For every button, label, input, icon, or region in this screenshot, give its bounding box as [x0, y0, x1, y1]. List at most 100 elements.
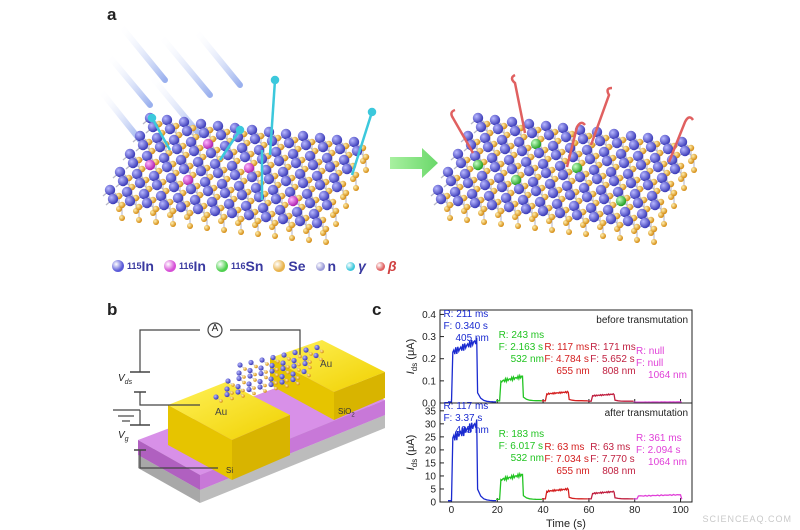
rise-time-label: R: 211 ms — [443, 309, 488, 320]
rise-time-label: R: 243 ms — [499, 330, 545, 341]
transmutation-arrow — [390, 148, 438, 178]
ammeter-label: A — [211, 323, 219, 334]
wavelength-label: 808 nm — [602, 366, 635, 377]
device-schematic — [113, 322, 385, 503]
lattice-left — [102, 112, 370, 245]
fall-time-label: F: 7.770 s — [590, 454, 634, 465]
x-tick-label: 100 — [672, 505, 689, 516]
legend-item: β — [375, 258, 397, 274]
panel-label-a: a — [107, 5, 117, 24]
device-lattice — [213, 344, 324, 403]
wavelength-label: 405 nm — [455, 333, 488, 344]
wavelength-label: 655 nm — [556, 466, 589, 477]
legend-swatch — [375, 261, 385, 271]
panel-label-c: c — [372, 300, 382, 319]
legend-mass: 115 — [127, 261, 142, 271]
legend-swatch — [215, 260, 228, 272]
gamma-rays — [147, 75, 377, 200]
legend-item: Se — [273, 258, 306, 274]
subplot-label: after transmutation — [605, 408, 688, 419]
ammeter-icon — [207, 322, 223, 338]
panel-label-b: b — [107, 300, 118, 319]
y-tick-label: 25 — [425, 432, 437, 443]
fall-time-label: F: 2.163 s — [499, 342, 543, 353]
chart-frame — [439, 402, 693, 503]
legend-item: 116 In — [163, 258, 206, 274]
rise-time-label: R: 117 ms — [544, 342, 589, 353]
y-tick-label: 0.4 — [422, 310, 436, 321]
oxide-label: SiO2 — [338, 407, 355, 419]
y-tick-label: 30 — [425, 419, 437, 430]
legend-element: In — [193, 258, 206, 274]
y-tick-label: 15 — [425, 458, 437, 469]
series-line — [587, 392, 634, 402]
wavelength-label: 808 nm — [602, 466, 635, 477]
fall-time-label: F: 4.784 s — [544, 354, 588, 365]
x-tick-label: 0 — [449, 505, 455, 516]
wavelength-label: 532 nm — [511, 453, 544, 464]
wavelength-label: 655 nm — [556, 366, 589, 377]
rise-time-label: R: null — [636, 346, 664, 357]
y-axis-label: Ids (μA) — [405, 339, 419, 375]
rise-time-label: R: 183 ms — [499, 429, 545, 440]
legend-swatch — [273, 260, 286, 272]
legend-element: Se — [288, 258, 306, 274]
series-line — [633, 493, 683, 500]
legend-element: In — [141, 258, 154, 274]
wavelength-label: 1064 nm — [648, 370, 687, 381]
legend: 115 In 116 In 116 Sn Se n γ β — [112, 258, 407, 274]
y-tick-label: 0.1 — [422, 376, 436, 387]
series-line — [496, 471, 542, 501]
legend-item: n — [315, 258, 337, 274]
y-tick-label: 35 — [425, 406, 437, 417]
x-axis-label: Time (s) — [546, 518, 586, 530]
y-tick-label: 0 — [430, 498, 436, 509]
rise-time-label: R: 63 ms — [544, 442, 584, 453]
legend-item: 116 Sn — [215, 258, 264, 274]
legend-item: 115 In — [112, 258, 154, 274]
fall-time-label: F: null — [636, 358, 663, 369]
wavelength-label: 405 nm — [455, 425, 488, 436]
legend-mass: 116 — [178, 261, 194, 271]
y-tick-label: 20 — [425, 445, 437, 456]
fall-time-label: F: 7.034 s — [544, 454, 588, 465]
legend-mass: 116 — [230, 261, 246, 271]
vg-label: Vg — [118, 430, 129, 443]
x-tick-label: 20 — [492, 505, 504, 516]
legend-element: β — [387, 258, 397, 274]
y-tick-label: 0.2 — [422, 354, 436, 365]
rise-time-label: R: 361 ms — [636, 433, 682, 444]
wavelength-label: 1064 nm — [648, 457, 687, 468]
lattice-right — [430, 112, 698, 245]
x-tick-label: 60 — [583, 505, 595, 516]
legend-element: γ — [358, 258, 366, 274]
substrate-label: Si — [226, 466, 234, 475]
y-tick-label: 10 — [425, 471, 437, 482]
series-line — [448, 419, 497, 502]
series-line — [448, 337, 497, 403]
legend-swatch — [346, 261, 356, 271]
vds-label: Vds — [118, 373, 133, 386]
y-tick-label: 0.3 — [422, 332, 436, 343]
electrode-right-label: Au — [320, 359, 333, 370]
beta-particles — [450, 73, 695, 168]
legend-swatch — [112, 260, 124, 272]
wavelength-label: 532 nm — [511, 354, 544, 365]
series-line — [496, 373, 542, 402]
series-line — [541, 487, 588, 500]
legend-swatch — [163, 260, 176, 272]
rise-time-label: R: 171 ms — [590, 342, 636, 353]
legend-element: Sn — [245, 258, 264, 274]
fall-time-label: F: 6.017 s — [499, 441, 543, 452]
rise-time-label: R: 63 ms — [590, 442, 630, 453]
rise-time-label: R: 117 ms — [443, 401, 488, 412]
series-line — [587, 490, 634, 500]
legend-item: γ — [346, 258, 366, 274]
electrode-left-label: Au — [215, 407, 228, 418]
legend-swatch — [315, 261, 325, 271]
legend-element: n — [327, 258, 337, 274]
subplot-label: before transmutation — [596, 315, 688, 326]
x-tick-label: 80 — [629, 505, 641, 516]
